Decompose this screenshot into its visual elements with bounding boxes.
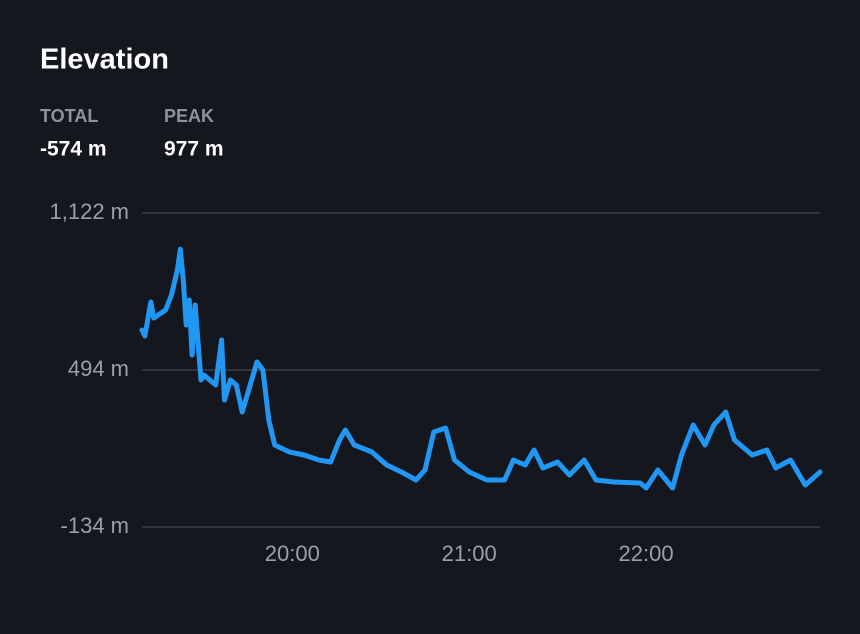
chart-title: Elevation [40,44,169,76]
x-tick-label: 20:00 [265,541,320,566]
stat-value: -574 m [40,138,107,161]
x-tick-label: 21:00 [442,541,497,566]
elevation-line [139,246,823,491]
y-tick-label: 494 m [68,356,129,381]
stat-label: TOTAL [40,106,98,126]
stat-label: PEAK [164,106,214,126]
x-tick-label: 22:00 [619,541,674,566]
y-tick-label: -134 m [61,513,129,538]
y-tick-label: 1,122 m [50,199,130,224]
stat-value: 977 m [164,138,224,161]
